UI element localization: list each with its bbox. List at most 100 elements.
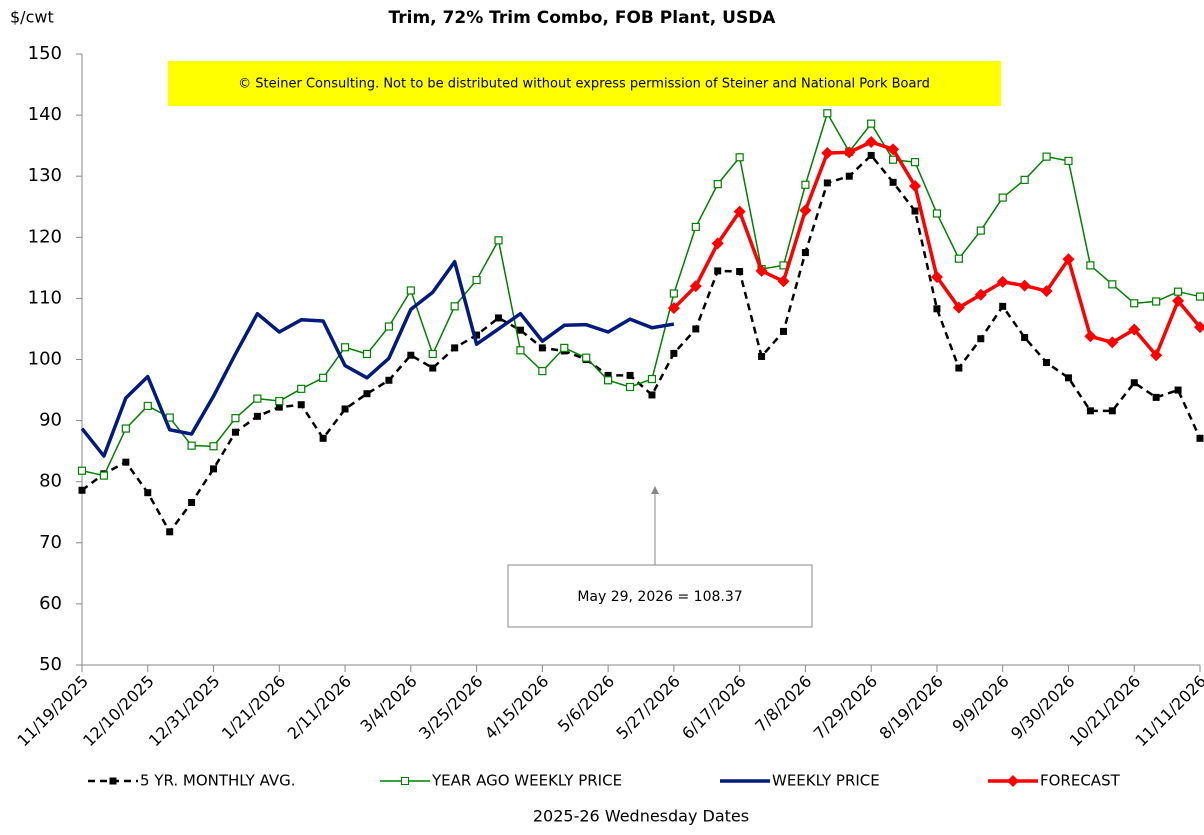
point: [714, 181, 721, 188]
point: [407, 352, 414, 359]
point: [714, 267, 721, 274]
point: [1043, 153, 1050, 160]
point: [1087, 407, 1094, 414]
legend-label: FORECAST: [1040, 772, 1121, 790]
point: [517, 327, 524, 334]
point: [912, 159, 919, 166]
point: [890, 156, 897, 163]
point: [298, 385, 305, 392]
point: [100, 472, 107, 479]
point: [1021, 334, 1028, 341]
point: [144, 402, 151, 409]
point: [824, 110, 831, 117]
point: [977, 335, 984, 342]
point: [1109, 407, 1116, 414]
legend-marker-shape: [110, 778, 117, 785]
point: [1131, 379, 1138, 386]
legend-marker: [402, 778, 409, 785]
point: [627, 383, 634, 390]
point: [868, 120, 875, 127]
point: [955, 365, 962, 372]
point: [166, 528, 173, 535]
point: [429, 351, 436, 358]
point: [320, 435, 327, 442]
point: [385, 377, 392, 384]
point: [188, 442, 195, 449]
point: [890, 179, 897, 186]
point: [999, 303, 1006, 310]
point: [1197, 435, 1204, 442]
point: [407, 287, 414, 294]
point: [210, 465, 217, 472]
point: [1021, 176, 1028, 183]
point: [79, 467, 86, 474]
y-tick-label: 140: [28, 104, 62, 125]
point: [342, 344, 349, 351]
y-tick-label: 110: [28, 287, 62, 308]
point: [473, 277, 480, 284]
point: [429, 365, 436, 372]
point: [363, 390, 370, 397]
point: [495, 314, 502, 321]
y-tick-label: 90: [39, 410, 62, 431]
point: [451, 303, 458, 310]
point: [232, 415, 239, 422]
point: [517, 347, 524, 354]
legend-marker: [110, 778, 117, 785]
point: [780, 328, 787, 335]
y-tick-label: 150: [28, 43, 62, 64]
point: [451, 344, 458, 351]
chart-title: Trim, 72% Trim Combo, FOB Plant, USDA: [389, 8, 777, 28]
point: [144, 489, 151, 496]
point: [254, 413, 261, 420]
point: [648, 391, 655, 398]
point: [320, 374, 327, 381]
point: [298, 401, 305, 408]
point: [955, 255, 962, 262]
point: [1153, 394, 1160, 401]
point: [1065, 157, 1072, 164]
point: [802, 249, 809, 256]
point: [648, 376, 655, 383]
point: [670, 350, 677, 357]
annotation: May 29, 2026 = 108.37: [577, 589, 742, 605]
copyright: © Steiner Consulting. Not to be distribu…: [238, 77, 930, 92]
point: [846, 173, 853, 180]
y-tick-label: 80: [39, 471, 62, 492]
point: [605, 377, 612, 384]
point: [933, 305, 940, 312]
point: [342, 405, 349, 412]
x-axis-label: 2025-26 Wednesday Dates: [533, 807, 749, 826]
y-tick-label: 70: [39, 532, 62, 553]
point: [736, 268, 743, 275]
point: [232, 429, 239, 436]
point: [692, 325, 699, 332]
point: [583, 354, 590, 361]
legend-marker-shape: [402, 778, 409, 785]
point: [188, 499, 195, 506]
point: [1131, 300, 1138, 307]
point: [210, 443, 217, 450]
point: [627, 372, 634, 379]
y-tick-label: 120: [28, 226, 62, 247]
legend-label: 5 YR. MONTHLY AVG.: [140, 772, 296, 790]
point: [1175, 288, 1182, 295]
y-axis-label: $/cwt: [10, 8, 54, 27]
y-tick-label: 50: [39, 654, 62, 675]
point: [758, 353, 765, 360]
point: [1109, 281, 1116, 288]
point: [539, 368, 546, 375]
point: [276, 398, 283, 405]
y-tick-label: 130: [28, 165, 62, 186]
point: [692, 223, 699, 230]
point: [1153, 298, 1160, 305]
point: [79, 487, 86, 494]
point: [802, 181, 809, 188]
point: [977, 227, 984, 234]
point: [824, 179, 831, 186]
point: [539, 344, 546, 351]
point: [1087, 262, 1094, 269]
point: [561, 344, 568, 351]
point: [1175, 387, 1182, 394]
